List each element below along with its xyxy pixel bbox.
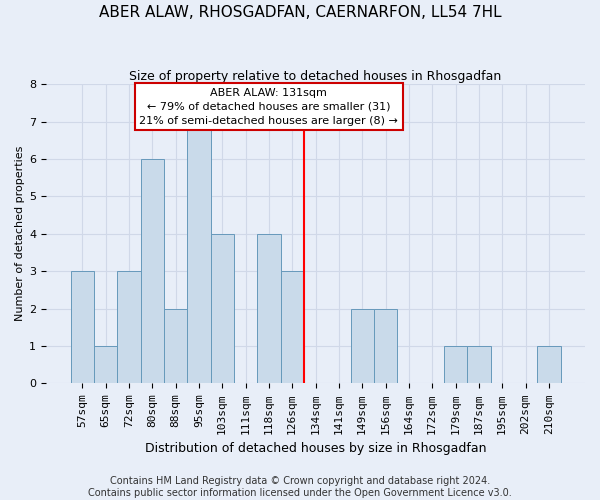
Bar <box>537 346 560 384</box>
Bar <box>444 346 467 384</box>
Bar <box>257 234 281 384</box>
Bar <box>164 308 187 384</box>
Bar <box>374 308 397 384</box>
Text: ABER ALAW: 131sqm
← 79% of detached houses are smaller (31)
21% of semi-detached: ABER ALAW: 131sqm ← 79% of detached hous… <box>139 88 398 126</box>
Bar <box>71 271 94 384</box>
Bar <box>281 271 304 384</box>
Bar <box>467 346 491 384</box>
Bar <box>211 234 234 384</box>
Bar <box>187 122 211 384</box>
Bar <box>94 346 117 384</box>
Title: Size of property relative to detached houses in Rhosgadfan: Size of property relative to detached ho… <box>130 70 502 83</box>
Text: ABER ALAW, RHOSGADFAN, CAERNARFON, LL54 7HL: ABER ALAW, RHOSGADFAN, CAERNARFON, LL54 … <box>98 5 502 20</box>
X-axis label: Distribution of detached houses by size in Rhosgadfan: Distribution of detached houses by size … <box>145 442 486 455</box>
Bar <box>117 271 140 384</box>
Text: Contains HM Land Registry data © Crown copyright and database right 2024.
Contai: Contains HM Land Registry data © Crown c… <box>88 476 512 498</box>
Bar <box>140 159 164 384</box>
Bar <box>350 308 374 384</box>
Y-axis label: Number of detached properties: Number of detached properties <box>15 146 25 322</box>
